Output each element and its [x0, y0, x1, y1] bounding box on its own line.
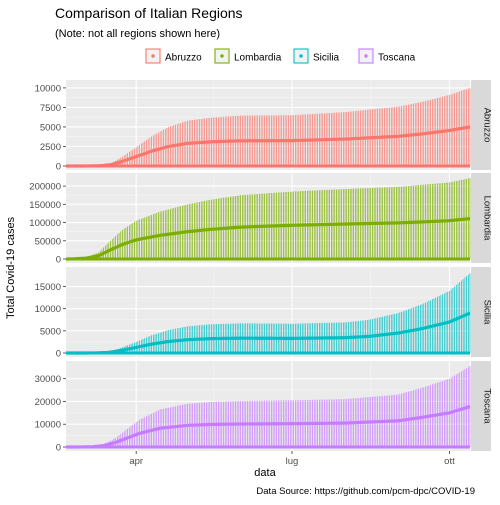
- x-tick-label: lug: [286, 456, 299, 467]
- y-tick-label: 2500: [40, 142, 61, 153]
- y-tick-label: 7500: [40, 103, 61, 114]
- y-tick-label: 30000: [35, 374, 61, 385]
- facet-strip-label: Lombardia: [482, 196, 493, 242]
- legend-label: Sicilia: [313, 53, 340, 64]
- facet-strip: [471, 267, 491, 357]
- panels: 025005000750010000Abruzzo050000100000150…: [29, 80, 493, 454]
- facet-strip-label: Abruzzo: [482, 108, 493, 143]
- y-tick-label: 0: [56, 349, 61, 360]
- legend-entry-sicilia: Sicilia: [293, 48, 340, 64]
- chart-caption: Data Source: https://github.com/pcm-dpc/…: [256, 486, 475, 497]
- facet-strip: [471, 173, 491, 263]
- y-tick-label: 10000: [35, 420, 61, 431]
- y-tick-label: 150000: [29, 200, 61, 211]
- series-midline: [65, 216, 471, 261]
- facet-strip: [471, 80, 491, 170]
- series-midline: [66, 125, 471, 168]
- panel-lombardia: 0 50000 100000 150000 200000 Lombardia: [29, 173, 493, 266]
- series-midline: [66, 311, 471, 355]
- facet-strip: [471, 361, 491, 451]
- y-tick-label: 0: [56, 162, 61, 173]
- y-tick-label: 20000: [35, 397, 61, 408]
- panel-sicilia: 0 5000 10000 15000 Sicilia: [35, 267, 493, 360]
- panel-abruzzo: 0 2500 5000 7500 10000 Abruzzo: [35, 80, 493, 173]
- x-tick-label: ott: [444, 456, 455, 467]
- legend-point: [299, 54, 303, 58]
- y-tick-label: 10000: [35, 304, 61, 315]
- y-tick-label: 50000: [35, 236, 61, 247]
- y-tick-label: 5000: [40, 122, 61, 133]
- series-midline: [66, 405, 471, 449]
- legend-point: [220, 54, 224, 58]
- y-tick-label: 200000: [29, 182, 61, 193]
- legend-point: [364, 54, 368, 58]
- x-tick-label: apr: [129, 456, 143, 467]
- legend-label: Abruzzo: [165, 53, 202, 64]
- y-axis-label: Total Covid-19 cases: [5, 216, 17, 319]
- facet-strip-label: Sicilia: [482, 300, 493, 326]
- legend-point: [151, 54, 155, 58]
- legend-entry-lombardia: Lombardia: [214, 48, 282, 64]
- y-tick-label: 5000: [40, 326, 61, 337]
- legend-entry-toscana: Toscana: [358, 48, 416, 64]
- y-tick-label: 0: [56, 443, 61, 454]
- x-axis: apr lug ott: [129, 451, 455, 467]
- y-tick-label: 0: [56, 255, 61, 266]
- y-tick-label: 10000: [35, 83, 61, 94]
- facet-strip-label: Toscana: [482, 388, 493, 424]
- chart-subtitle: (Note: not all regions shown here): [55, 28, 220, 40]
- x-axis-label: data: [254, 467, 276, 479]
- legend: Abruzzo Lombardia Sicilia Toscana: [145, 48, 416, 64]
- legend-label: Toscana: [378, 53, 416, 64]
- chart-title: Comparison of Italian Regions: [55, 5, 243, 21]
- legend-label: Lombardia: [234, 53, 282, 64]
- legend-entry-abruzzo: Abruzzo: [145, 48, 202, 64]
- y-tick-label: 15000: [35, 282, 61, 293]
- y-tick-label: 100000: [29, 218, 61, 229]
- panel-toscana: 0 10000 20000 30000 Toscana: [35, 361, 493, 454]
